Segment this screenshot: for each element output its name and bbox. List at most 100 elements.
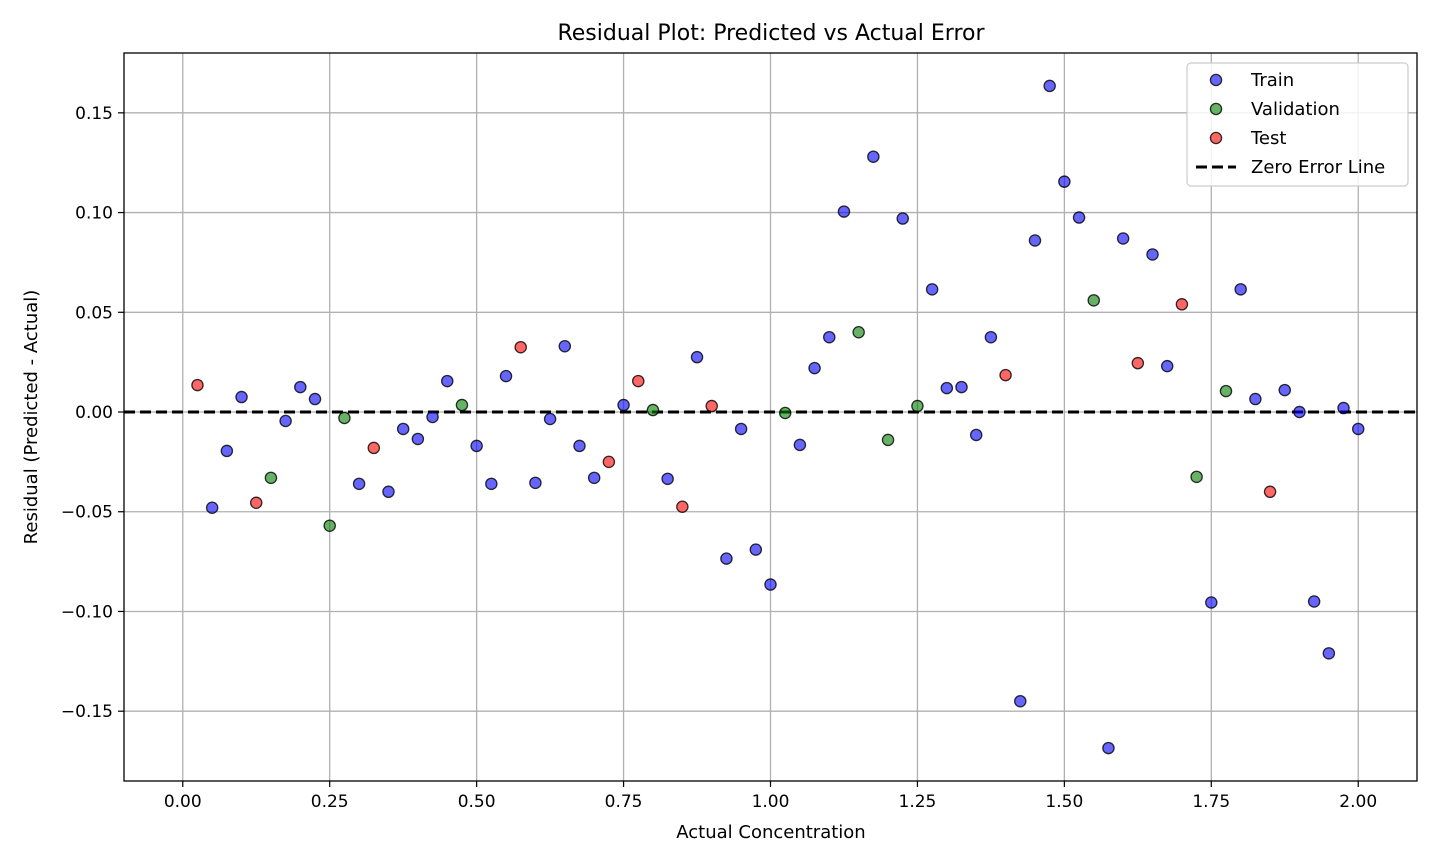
train-point (808, 361, 821, 375)
train-point (1043, 79, 1056, 93)
x-tick-label: 0.00 (164, 792, 202, 812)
train-point (440, 374, 454, 388)
y-tick-label: −0.05 (61, 503, 113, 523)
train-point (352, 477, 366, 491)
train-point (1293, 405, 1306, 419)
y-tick-label: −0.10 (61, 602, 113, 622)
train-point (1351, 422, 1365, 436)
legend-box (1186, 62, 1409, 187)
train-point (764, 578, 777, 591)
train-point (1337, 401, 1350, 415)
legend-train-marker (1209, 73, 1223, 87)
train-point (925, 283, 939, 296)
x-tick-label: 1.75 (1192, 792, 1230, 812)
x-axis-label: Actual Concentration (676, 822, 865, 843)
legend-test-label: Test (1250, 128, 1286, 149)
train-point (235, 390, 248, 404)
test-point (367, 441, 381, 455)
legend-validation-label: Validation (1251, 99, 1340, 120)
train-point (1278, 383, 1292, 397)
train-point (720, 552, 733, 565)
validation-point (264, 471, 278, 485)
legend-zero-error-line-label: Zero Error Line (1251, 157, 1385, 178)
train-point (837, 205, 851, 218)
train-point (749, 543, 763, 556)
train-point (499, 369, 513, 383)
x-tick-label: 1.50 (1045, 792, 1083, 812)
train-point (940, 381, 954, 395)
test-point (705, 399, 718, 413)
train-point (543, 412, 557, 426)
chart-title: Residual Plot: Predicted vs Actual Error (557, 21, 985, 46)
validation-point (338, 411, 351, 425)
train-point (382, 485, 395, 499)
y-axis-label: Residual (Predicted - Actual) (21, 290, 42, 545)
test-point (1263, 485, 1277, 499)
y-tick-label: 0.05 (75, 303, 113, 323)
axis-ticks: 0.00 0.25 0.50 0.75 1.00 1.25 1.50 1.75 2.00 −0.1… (61, 104, 1377, 812)
train-point (1028, 234, 1042, 247)
train-point (734, 422, 748, 436)
train-point (617, 398, 630, 412)
x-tick-label: 2.00 (1339, 792, 1377, 812)
validation-point (881, 433, 895, 447)
train-point (1249, 392, 1262, 406)
train-point (1322, 647, 1336, 660)
test-point (632, 374, 645, 388)
train-point (1116, 232, 1130, 245)
y-tick-label: 0.00 (75, 403, 113, 423)
y-tick-label: −0.15 (61, 702, 113, 722)
x-tick-label: 1.00 (752, 792, 790, 812)
train-point (411, 432, 425, 446)
train-point (984, 330, 998, 344)
train-point (426, 410, 439, 424)
legend: Train Validation Test Zero Error Line (1186, 62, 1409, 187)
train-point (661, 472, 674, 486)
train-point (793, 438, 807, 452)
train-point (308, 392, 322, 406)
data-points (191, 79, 1365, 755)
test-point (676, 500, 689, 514)
train-point (587, 471, 601, 485)
train-point (1102, 741, 1115, 755)
validation-point (1087, 294, 1101, 307)
test-point (999, 368, 1012, 382)
train-point (396, 422, 410, 436)
train-point (896, 212, 909, 225)
train-point (867, 150, 880, 163)
validation-point (646, 403, 660, 417)
test-point (1131, 356, 1145, 370)
validation-point (778, 406, 792, 420)
x-tick-label: 1.25 (899, 792, 937, 812)
train-point (1307, 595, 1321, 608)
train-point (1205, 596, 1218, 609)
y-tick-label: 0.15 (75, 104, 113, 124)
validation-point (1219, 384, 1233, 398)
train-point (485, 477, 498, 491)
validation-point (455, 398, 469, 412)
validation-point (323, 519, 336, 532)
train-point (969, 428, 983, 442)
legend-train-label: Train (1250, 70, 1294, 91)
train-point (470, 439, 483, 453)
validation-point (911, 399, 924, 413)
train-point (1058, 175, 1071, 188)
train-point (573, 439, 586, 453)
x-tick-label: 0.75 (605, 792, 643, 812)
train-point (1072, 211, 1086, 224)
test-point (249, 496, 263, 510)
test-point (514, 340, 527, 354)
legend-validation-marker (1209, 102, 1223, 116)
train-point (1234, 283, 1247, 296)
train-point (1160, 359, 1174, 373)
legend-test-marker (1209, 131, 1223, 145)
train-point (279, 414, 292, 428)
test-point (602, 455, 616, 469)
validation-point (1190, 470, 1203, 484)
train-point (955, 380, 968, 394)
validation-point (852, 325, 865, 339)
train-point (205, 501, 219, 515)
x-tick-label: 0.50 (458, 792, 496, 812)
test-point (1175, 298, 1189, 311)
